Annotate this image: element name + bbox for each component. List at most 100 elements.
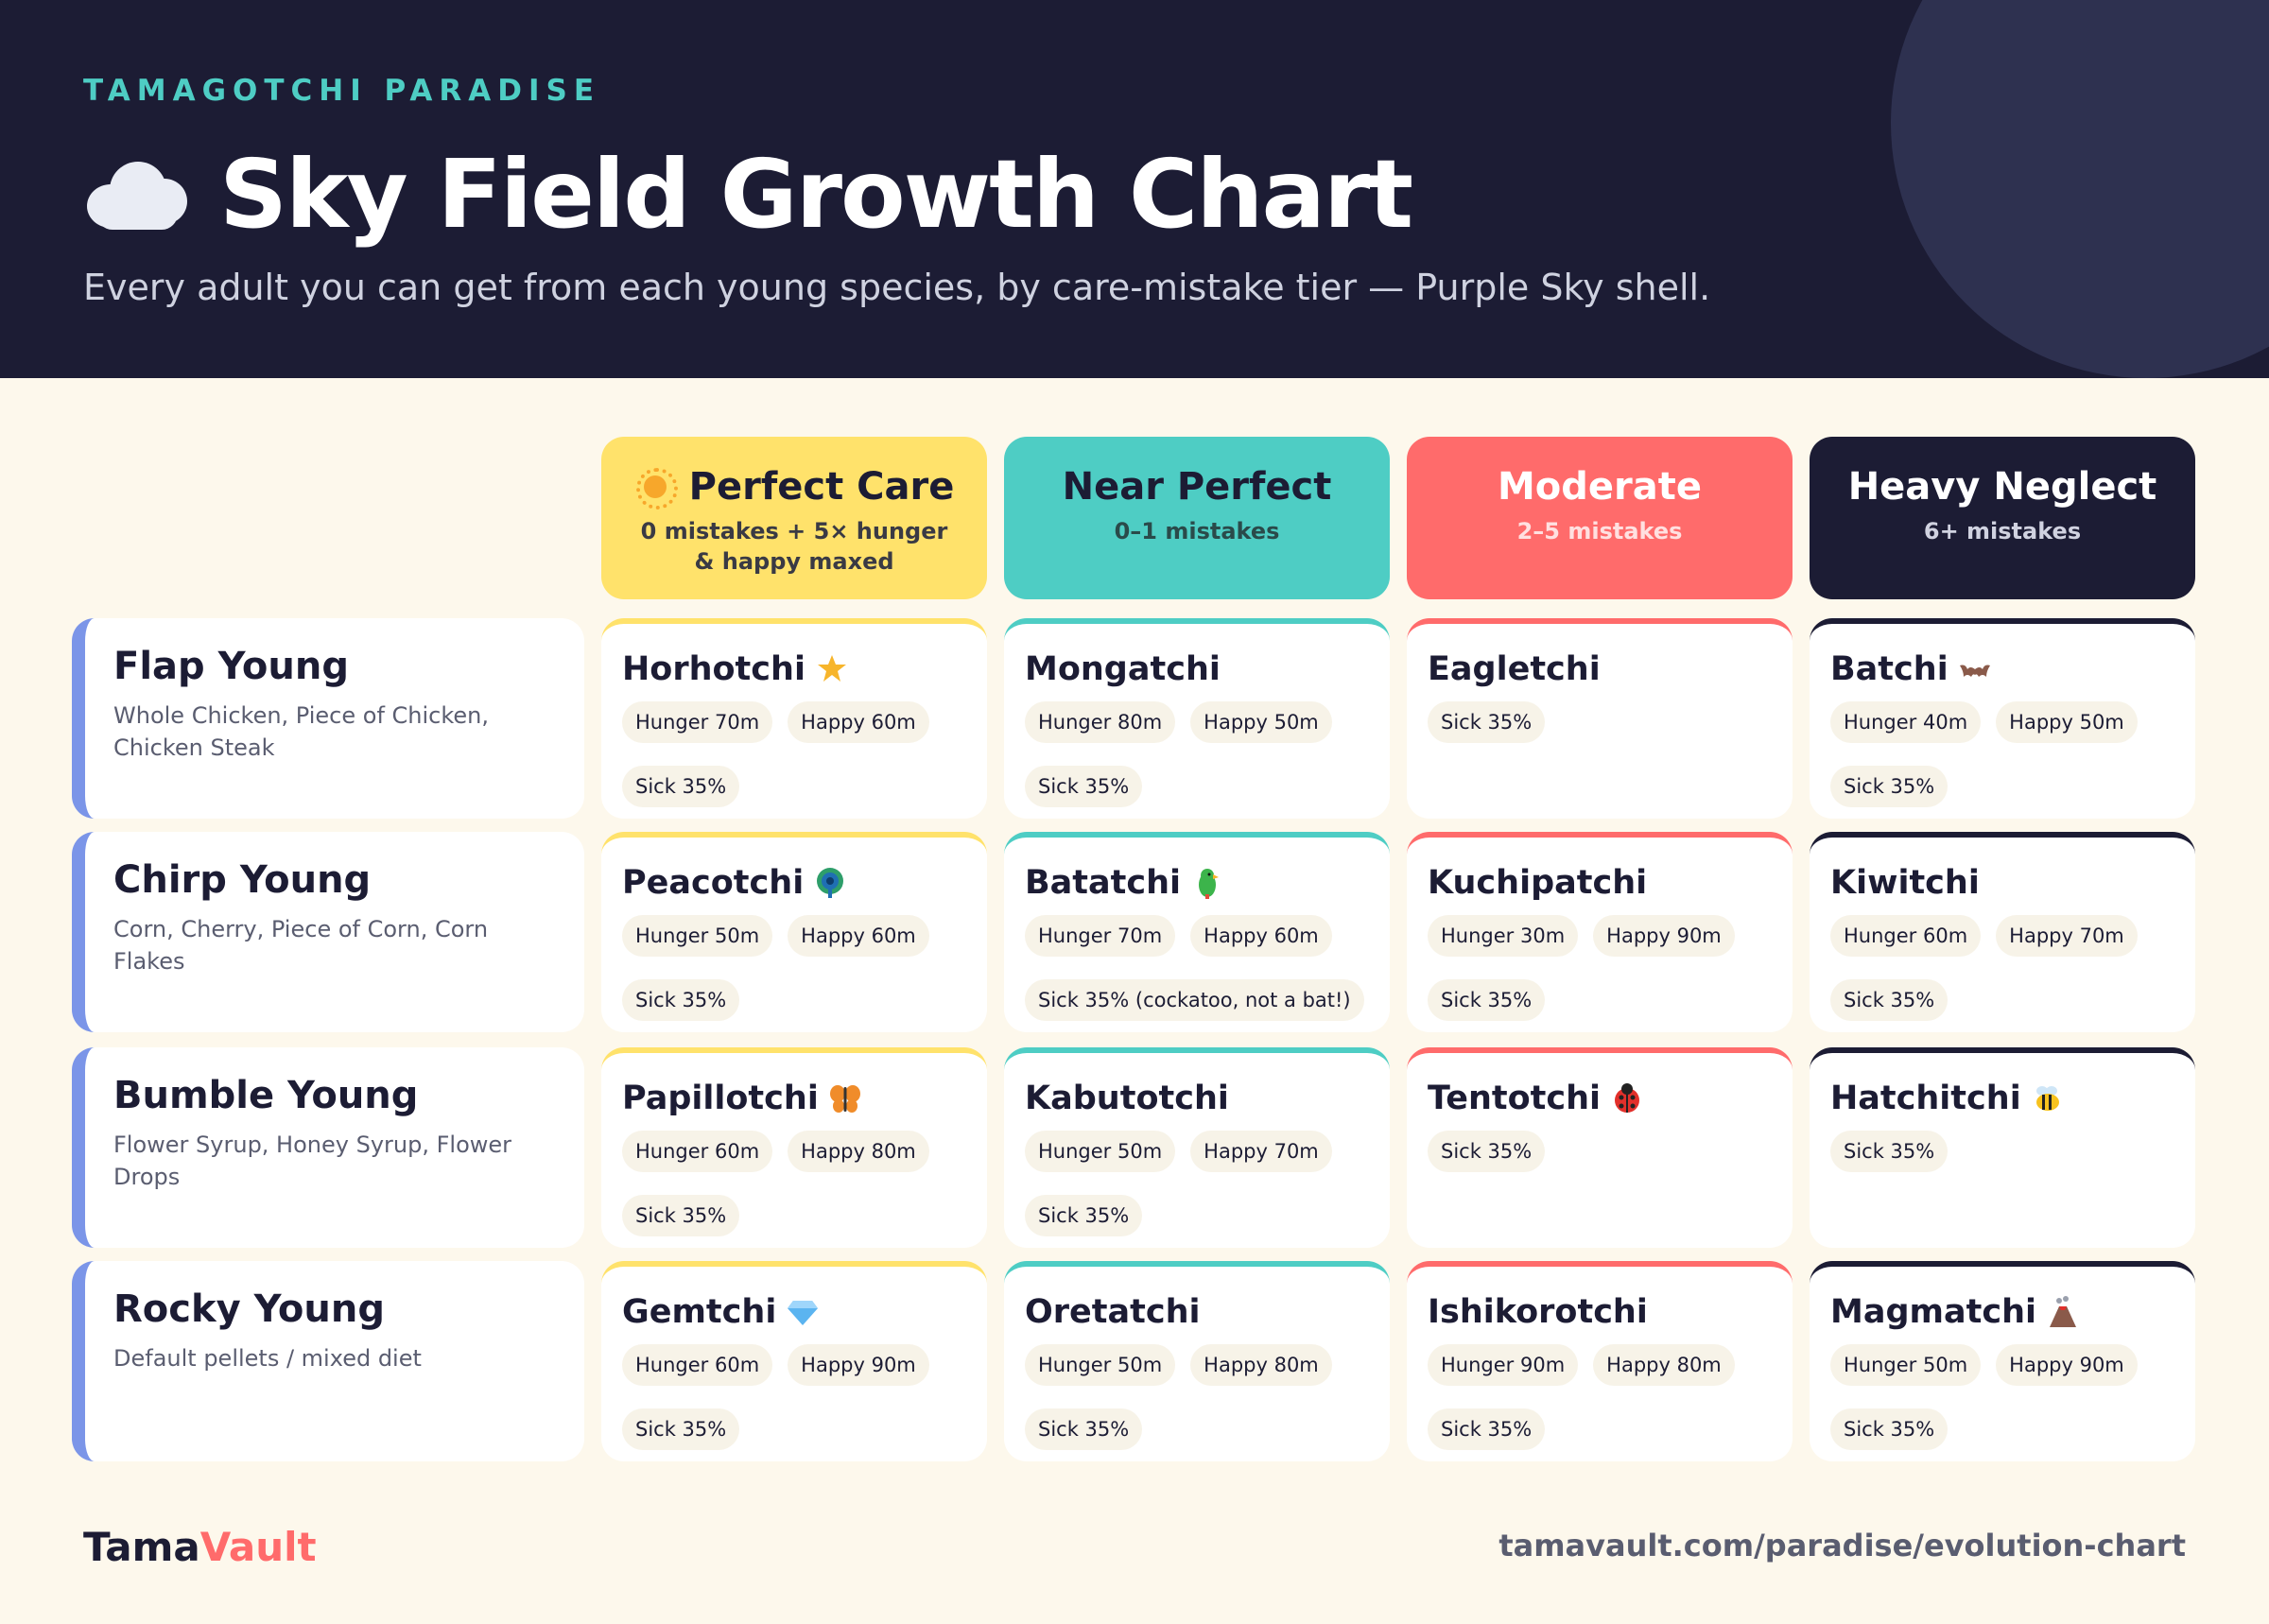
stat-tag: Sick 35% (622, 1408, 740, 1450)
adult-name-text: Magmatchi (1830, 1293, 2036, 1331)
stat-tags: Hunger 60m Happy 90m Sick 35% (622, 1344, 981, 1450)
adult-name-text: Eagletchi (1428, 650, 1601, 688)
stat-tags: Hunger 80m Happy 50m Sick 35% (1025, 701, 1384, 807)
adult-card-kuchipatchi: Kuchipatchi Hunger 30m Happy 90m Sick 35% (1407, 832, 1793, 1032)
stat-tag: Hunger 60m (622, 1131, 773, 1172)
stat-tags: Hunger 70m Happy 60m Sick 35% (cockatoo, n… (1025, 915, 1384, 1021)
stat-tag: Hunger 90m (1428, 1344, 1579, 1386)
column-title-text: Moderate (1497, 465, 1702, 509)
adult-card-eagletchi: Eagletchi Sick 35% (1407, 618, 1793, 819)
adult-card-mongatchi: Mongatchi Hunger 80m Happy 50m Sick 35% (1004, 618, 1390, 819)
stat-tag: Happy 80m (1593, 1344, 1735, 1386)
adult-card-horhotchi: Horhotchi Hunger 70m Happy 60m Sick 35% (601, 618, 987, 819)
stat-tags: Hunger 40m Happy 50m Sick 35% (1830, 701, 2190, 807)
adult-name: Papillotchi (622, 1078, 987, 1119)
row-label-flap-young: Flap Young Whole Chicken, Piece of Chicke… (72, 618, 584, 819)
footer-url[interactable]: tamavault.com/paradise/evolution-chart (1498, 1528, 2186, 1564)
stat-tags: Hunger 90m Happy 80m Sick 35% (1428, 1344, 1787, 1450)
stat-tag: Sick 35% (622, 979, 740, 1021)
adult-name-text: Papillotchi (622, 1080, 819, 1117)
row-foods: Whole Chicken, Piece of Chicken, Chicken… (113, 702, 490, 761)
stat-tag: Sick 35% (622, 1195, 740, 1236)
column-header-perfect-care: Perfect Care 0 mistakes + 5× hunger & hap… (601, 437, 987, 599)
stat-tags: Hunger 70m Happy 60m Sick 35% (622, 701, 981, 807)
stat-tag: Hunger 60m (622, 1344, 773, 1386)
adult-card-kabutotchi: Kabutotchi Hunger 50m Happy 70m Sick 35% (1004, 1047, 1390, 1248)
stat-tag: Happy 80m (1190, 1344, 1332, 1386)
adult-name: Batchi (1830, 648, 2195, 690)
column-header-heavy-neglect: Heavy Neglect 6+ mistakes (1810, 437, 2195, 599)
brand-logo[interactable]: TamaVault (83, 1524, 317, 1570)
stat-tag: Happy 60m (1190, 915, 1332, 957)
adult-name: Mongatchi (1025, 648, 1390, 690)
peacock-icon (813, 866, 847, 900)
adult-name-text: Batchi (1830, 650, 1949, 688)
column-subtitle: 0–1 mistakes (1114, 518, 1280, 544)
row-title: Rocky Young (113, 1287, 385, 1331)
stat-tags: Sick 35% (1428, 1131, 1787, 1172)
adult-name: Tentotchi (1428, 1078, 1793, 1119)
adult-name-text: Ishikorotchi (1428, 1293, 1648, 1331)
adult-name-text: Peacotchi (622, 864, 805, 902)
adult-name-text: Hatchitchi (1830, 1080, 2021, 1117)
column-subtitle: 2–5 mistakes (1516, 518, 1683, 544)
column-title-text: Heavy Neglect (1847, 465, 2157, 509)
butterfly-icon (828, 1081, 862, 1115)
stat-tag: Sick 35% (1830, 766, 1949, 807)
column-subtitle: 0 mistakes + 5× hunger & happy maxed (640, 518, 948, 575)
stat-tag: Happy 60m (788, 701, 929, 743)
adult-name: Kabutotchi (1025, 1078, 1390, 1119)
column-subtitle: 6+ mistakes (1923, 518, 2082, 544)
stat-tag: Sick 35% (1830, 1131, 1949, 1172)
stat-tag: Happy 50m (1190, 701, 1332, 743)
stat-tags: Hunger 50m Happy 90m Sick 35% (1830, 1344, 2190, 1450)
adult-name: Horhotchi (622, 648, 987, 690)
adult-card-kiwitchi: Kiwitchi Hunger 60m Happy 70m Sick 35% (1810, 832, 2195, 1032)
column-title-text: Near Perfect (1062, 465, 1332, 509)
decorative-circle (1891, 0, 2269, 378)
adult-name-text: Kiwitchi (1830, 864, 1980, 902)
adult-card-tentotchi: Tentotchi Sick 35% (1407, 1047, 1793, 1248)
row-title: Bumble Young (113, 1074, 419, 1117)
brand-logo-part1: Tama (83, 1524, 200, 1570)
volcano-icon (2046, 1295, 2080, 1329)
adult-card-peacotchi: Peacotchi Hunger 50m Happy 60m Sick 35% (601, 832, 987, 1032)
column-title: Perfect Care (601, 465, 987, 510)
stat-tag: Sick 35% (1025, 1408, 1143, 1450)
adult-card-gemtchi: Gemtchi Hunger 60m Happy 90m Sick 35% (601, 1261, 987, 1461)
stat-tags: Hunger 60m Happy 80m Sick 35% (622, 1131, 981, 1236)
adult-card-papillotchi: Papillotchi Hunger 60m Happy 80m Sick 35% (601, 1047, 987, 1248)
stat-tag: Sick 35% (cockatoo, not a bat!) (1025, 979, 1364, 1021)
row-label-chirp-young: Chirp Young Corn, Cherry, Piece of Corn, … (72, 832, 584, 1032)
column-title: Heavy Neglect (1810, 465, 2195, 509)
header-banner: TAMAGOTCHI PARADISE Sky Field Growth Cha… (0, 0, 2269, 378)
adult-name-text: Kabutotchi (1025, 1080, 1229, 1117)
column-title: Near Perfect (1004, 465, 1390, 509)
stat-tags: Hunger 50m Happy 70m Sick 35% (1025, 1131, 1384, 1236)
stat-tag: Hunger 30m (1428, 915, 1579, 957)
adult-name: Peacotchi (622, 862, 987, 904)
adult-name-text: Kuchipatchi (1428, 864, 1648, 902)
adult-card-batchi: Batchi Hunger 40m Happy 50m Sick 35% (1810, 618, 2195, 819)
adult-name: Kuchipatchi (1428, 862, 1793, 904)
stat-tag: Happy 90m (1996, 1344, 2138, 1386)
stat-tag: Hunger 50m (1025, 1131, 1176, 1172)
stat-tag: Happy 50m (1996, 701, 2138, 743)
adult-name: Hatchitchi (1830, 1078, 2195, 1119)
stat-tags: Sick 35% (1428, 701, 1787, 743)
column-header-moderate: Moderate 2–5 mistakes (1407, 437, 1793, 599)
stat-tag: Happy 70m (1190, 1131, 1332, 1172)
stat-tag: Hunger 80m (1025, 701, 1176, 743)
stat-tag: Sick 35% (622, 766, 740, 807)
stat-tag: Sick 35% (1025, 1195, 1143, 1236)
stat-tag: Sick 35% (1428, 701, 1546, 743)
stat-tag: Sick 35% (1830, 979, 1949, 1021)
parrot-icon (1190, 866, 1224, 900)
page-subtitle: Every adult you can get from each young … (83, 267, 1711, 308)
stat-tag: Hunger 60m (1830, 915, 1982, 957)
row-title: Flap Young (113, 645, 349, 688)
row-title: Chirp Young (113, 858, 372, 902)
gem-icon (786, 1295, 820, 1329)
stat-tags: Hunger 60m Happy 70m Sick 35% (1830, 915, 2190, 1021)
adult-name: Kiwitchi (1830, 862, 2195, 904)
